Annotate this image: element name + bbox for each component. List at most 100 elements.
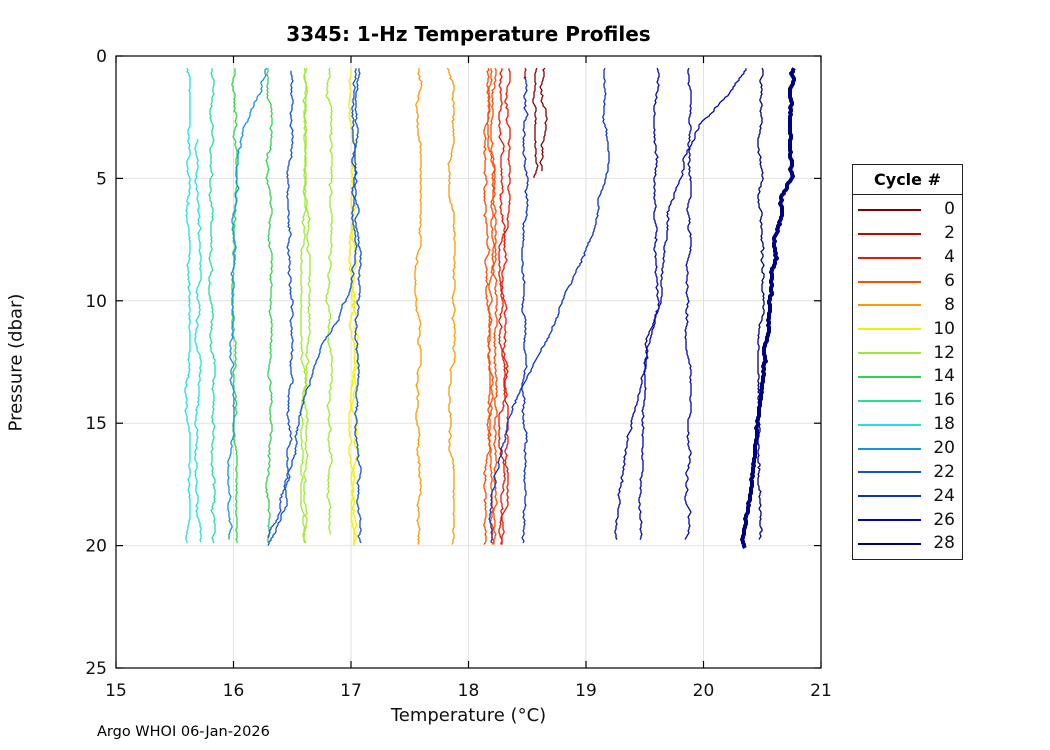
legend-entry: 26: [853, 509, 962, 531]
legend-entry: 0: [853, 199, 962, 221]
legend-entry: 4: [853, 247, 962, 269]
profile-cycle-28: [757, 67, 765, 540]
legend-line-sample: [858, 495, 921, 498]
legend-entry: 14: [853, 366, 962, 388]
legend-line-sample: [858, 280, 921, 283]
footer-attribution: Argo WHOI 06-Jan-2026: [97, 724, 270, 740]
legend-line-sample: [858, 256, 921, 259]
legend-entry: 16: [853, 390, 962, 412]
legend-line-sample: [858, 423, 921, 426]
legend-line-sample: [858, 208, 921, 211]
profile-cycle-22: [267, 68, 358, 539]
profile-cycle-26: [638, 67, 660, 540]
svg-text:25: 25: [85, 659, 107, 679]
profile-cycle-12: [303, 67, 311, 544]
legend-line-sample: [858, 542, 921, 545]
legend-cycle-number: 28: [933, 533, 955, 554]
svg-text:15: 15: [85, 414, 107, 434]
legend-entries: 0 2 4 6 8 10 12 14 16 18 20 22 24 26 28: [853, 195, 962, 559]
profile-cycle-16: [208, 68, 216, 544]
legend-cycle-number: 22: [933, 461, 955, 482]
svg-text:19: 19: [575, 681, 597, 701]
legend-entry: 10: [853, 318, 962, 340]
legend-entry: 12: [853, 342, 962, 364]
legend-line-sample: [858, 328, 921, 331]
profile-cycle-6: [490, 67, 498, 545]
svg-text:20: 20: [693, 681, 715, 701]
profile-cycle-28: [740, 67, 796, 550]
profile-cycle-2: [523, 67, 527, 79]
profile-cycle-12: [300, 67, 307, 544]
profile-cycle-8: [446, 67, 456, 545]
profile-cycle-26: [614, 68, 747, 540]
legend-cycle-number: 12: [933, 342, 955, 363]
profile-cycle-6: [483, 67, 491, 545]
tick-marks: [115, 55, 822, 669]
profile-cycle-20: [227, 67, 268, 540]
svg-text:5: 5: [96, 169, 107, 189]
profile-cycle-18: [184, 67, 191, 543]
legend-line-sample: [858, 375, 921, 378]
legend-entry: 22: [853, 461, 962, 483]
legend-cycle-number: 10: [933, 318, 955, 339]
legend-cycle-number: 16: [933, 390, 955, 411]
profile-cycle-22: [354, 68, 362, 544]
svg-text:10: 10: [85, 292, 107, 312]
profile-cycle-0: [532, 67, 539, 178]
profile-lines: [184, 67, 796, 550]
svg-text:16: 16: [223, 681, 245, 701]
x-axis-label: Temperature (°C): [390, 705, 547, 726]
legend-entry: 18: [853, 414, 962, 436]
profile-cycle-0: [539, 67, 548, 172]
profile-cycle-14: [265, 68, 273, 543]
profile-cycle-24: [521, 76, 529, 544]
profile-cycle-4: [498, 68, 506, 545]
profile-cycle-4: [501, 68, 511, 545]
svg-text:18: 18: [458, 681, 480, 701]
legend-cycle-number: 24: [933, 485, 955, 506]
legend-cycle-number: 14: [933, 366, 955, 387]
legend-entry: 28: [853, 533, 962, 555]
legend-entry: 8: [853, 294, 962, 316]
x-tick-labels: 15 16 17 18 19 20 21: [105, 681, 832, 701]
legend-title: Cycle #: [853, 165, 962, 195]
legend-line-sample: [858, 304, 921, 307]
legend-entry: 20: [853, 438, 962, 460]
profile-cycle-24: [488, 67, 610, 544]
legend-cycle-number: 8: [944, 294, 955, 315]
legend-line-sample: [858, 399, 921, 402]
legend-cycle-number: 2: [944, 223, 955, 244]
legend-cycle-number: 6: [944, 271, 955, 291]
svg-text:0: 0: [96, 47, 107, 67]
profile-cycle-6: [486, 68, 496, 545]
legend: Cycle # 0 2 4 6 8 10 12 14 16 18 20 22 24 26 28: [852, 164, 963, 560]
legend-entry: 6: [853, 271, 962, 293]
profile-cycle-10: [351, 202, 359, 546]
legend-cycle-number: 26: [933, 509, 955, 530]
chart-title: 3345: 1-Hz Temperature Profiles: [286, 22, 651, 46]
legend-cycle-number: 18: [933, 414, 955, 435]
grid-lines: [116, 56, 821, 668]
legend-entry: 2: [853, 223, 962, 245]
profile-cycle-22: [267, 70, 294, 546]
y-tick-labels: 0 5 10 15 20 25: [85, 47, 107, 679]
legend-line-sample: [858, 352, 921, 355]
svg-text:15: 15: [105, 681, 127, 701]
legend-line-sample: [858, 519, 921, 522]
legend-cycle-number: 0: [944, 199, 955, 220]
y-axis-label: Pressure (dbar): [5, 293, 27, 432]
legend-line-sample: [858, 447, 921, 450]
legend-line-sample: [858, 232, 921, 235]
legend-cycle-number: 4: [944, 247, 955, 268]
profile-cycle-12: [325, 67, 333, 535]
svg-text:21: 21: [810, 681, 832, 701]
profile-cycle-18: [194, 138, 202, 543]
profile-cycle-26: [684, 67, 692, 540]
legend-entry: 24: [853, 485, 962, 507]
legend-line-sample: [858, 471, 921, 474]
profile-cycle-8: [414, 68, 423, 545]
legend-cycle-number: 20: [933, 438, 955, 459]
svg-text:20: 20: [85, 537, 107, 557]
